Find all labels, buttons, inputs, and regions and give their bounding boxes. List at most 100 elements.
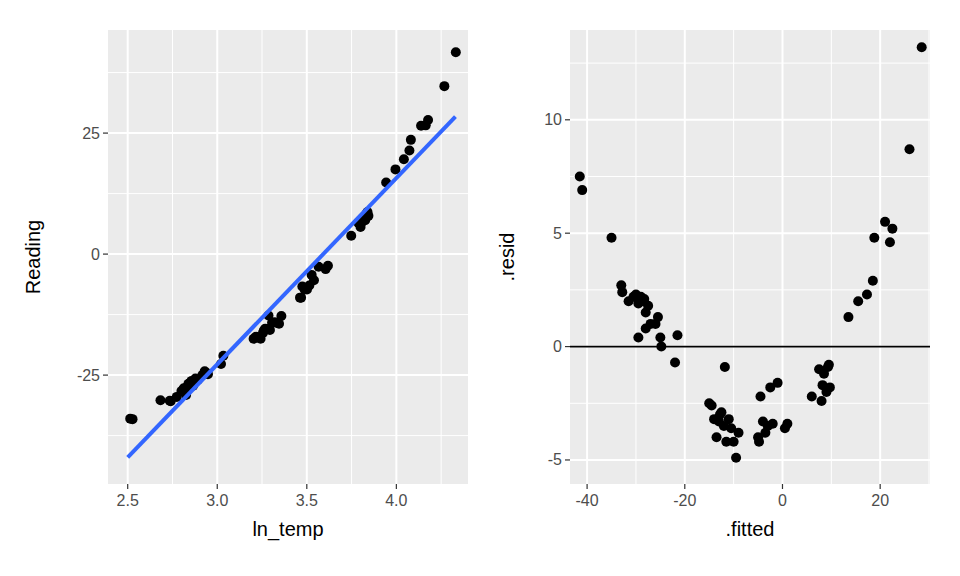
- tick-label: 5: [553, 225, 562, 242]
- grid-line: [586, 30, 588, 484]
- plot-background: [108, 30, 468, 484]
- data-layer: [125, 47, 461, 457]
- point: [653, 312, 663, 322]
- point: [807, 391, 817, 401]
- tick-label: 10: [544, 111, 562, 128]
- point: [399, 154, 409, 164]
- minor-grid: [570, 403, 930, 404]
- tick: [565, 119, 570, 120]
- point: [707, 401, 717, 411]
- tick-label: 0: [778, 492, 787, 509]
- point: [128, 414, 138, 424]
- point: [712, 432, 722, 442]
- point: [439, 81, 449, 91]
- tick-label: -25: [77, 367, 100, 384]
- point: [406, 135, 416, 145]
- minor-grid: [172, 30, 173, 484]
- point: [323, 261, 333, 271]
- axis-title: ln_temp: [252, 518, 323, 541]
- axis-title: .resid: [496, 233, 518, 282]
- tick: [565, 233, 570, 234]
- point: [756, 391, 766, 401]
- point: [276, 311, 286, 321]
- grid-line: [781, 30, 783, 484]
- point: [817, 396, 827, 406]
- point: [617, 287, 627, 297]
- axis-title: .fitted: [726, 518, 775, 540]
- minor-grid: [441, 30, 442, 484]
- grid-line: [306, 30, 308, 484]
- minor-grid: [570, 63, 930, 64]
- point: [720, 362, 730, 372]
- reference-line: [570, 346, 930, 348]
- tick: [127, 484, 128, 489]
- minor-grid: [108, 193, 468, 194]
- minor-grid: [108, 314, 468, 315]
- point: [734, 428, 744, 438]
- tick: [306, 484, 307, 489]
- minor-grid: [635, 30, 636, 484]
- point: [917, 42, 927, 52]
- grid-line: [570, 459, 930, 461]
- point: [885, 237, 895, 247]
- point: [853, 296, 863, 306]
- point: [655, 333, 665, 343]
- grid-line: [216, 30, 218, 484]
- minor-grid: [929, 30, 930, 484]
- point: [309, 275, 319, 285]
- tick-label: 3.5: [296, 492, 318, 509]
- plot-background: [570, 30, 930, 484]
- tick: [217, 484, 218, 489]
- point: [577, 185, 587, 195]
- point: [729, 437, 739, 447]
- figure: 2.53.03.54.0-25025ln_tempReading-40-2002…: [0, 0, 960, 576]
- point: [731, 453, 741, 463]
- grid-line: [684, 30, 686, 484]
- minor-grid: [570, 176, 930, 177]
- tick: [103, 132, 108, 133]
- tick: [586, 484, 587, 489]
- tick: [565, 346, 570, 347]
- point: [773, 378, 783, 388]
- tick: [880, 484, 881, 489]
- tick-label: -5: [548, 451, 562, 468]
- minor-grid: [262, 30, 263, 484]
- point: [843, 312, 853, 322]
- point: [670, 357, 680, 367]
- point: [607, 233, 617, 243]
- point: [768, 419, 778, 429]
- axis-title: Reading: [22, 220, 44, 295]
- background: [0, 0, 960, 576]
- panel: -40-20020-50510.fitted.resid: [496, 30, 930, 540]
- point: [754, 437, 764, 447]
- tick: [565, 459, 570, 460]
- tick: [103, 253, 108, 254]
- minor-grid: [108, 435, 468, 436]
- minor-grid: [831, 30, 832, 484]
- grid-line: [570, 119, 930, 121]
- point: [575, 171, 585, 181]
- point: [824, 360, 834, 370]
- point: [724, 414, 734, 424]
- point: [782, 419, 792, 429]
- point: [672, 330, 682, 340]
- point: [825, 382, 835, 392]
- panel: 2.53.03.54.0-25025ln_tempReading: [22, 30, 468, 541]
- point: [887, 224, 897, 234]
- point: [155, 395, 165, 405]
- minor-grid: [108, 72, 468, 73]
- data-layer: [570, 42, 930, 462]
- grid-line: [108, 253, 468, 255]
- tick-label: 25: [82, 125, 100, 142]
- tick-label: -40: [576, 492, 599, 509]
- point: [716, 407, 726, 417]
- tick: [782, 484, 783, 489]
- tick: [396, 484, 397, 489]
- tick: [103, 374, 108, 375]
- point: [633, 333, 643, 343]
- fit-line: [128, 117, 456, 458]
- point: [451, 47, 461, 57]
- tick-label: 20: [871, 492, 889, 509]
- point: [904, 144, 914, 154]
- grid-line: [108, 374, 468, 376]
